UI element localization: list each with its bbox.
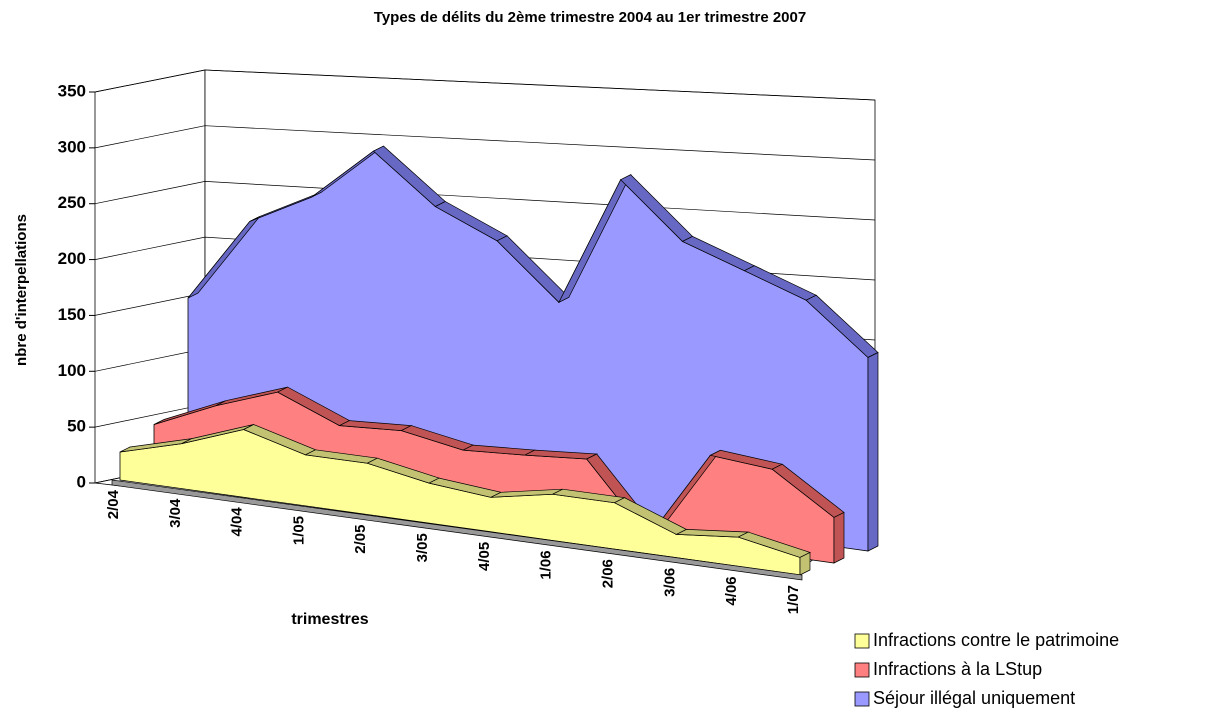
grid-line <box>94 69 876 101</box>
x-tick-label: 3/06 <box>661 568 678 597</box>
x-tick-label: 2/04 <box>105 489 122 519</box>
x-axis-title: trimestres <box>291 611 368 628</box>
x-tick-label: 1/05 <box>290 516 307 545</box>
legend-label: Infractions à la LStup <box>873 659 1042 679</box>
y-tick-label: 300 <box>58 137 86 156</box>
series <box>119 424 811 576</box>
x-tick-label: 3/05 <box>414 533 431 562</box>
x-tick-label: 2/05 <box>352 525 369 554</box>
y-tick-label: 100 <box>58 361 86 380</box>
area-side <box>867 351 879 552</box>
x-tick-label: 1/06 <box>538 550 555 579</box>
floor-edge <box>111 479 803 581</box>
y-tick-label: 50 <box>67 417 86 436</box>
y-tick-label: 0 <box>77 472 86 491</box>
y-tick-label: 200 <box>58 249 86 268</box>
legend-swatch <box>854 691 870 707</box>
x-tick-label: 2/06 <box>600 559 617 588</box>
y-tick-label: 150 <box>58 305 86 324</box>
grid-line <box>94 125 876 161</box>
legend-label: Infractions contre le patrimoine <box>873 630 1119 650</box>
legend-swatch <box>854 662 870 678</box>
x-tick-label: 4/06 <box>723 576 740 605</box>
chart-title: Types de délits du 2ème trimestre 2004 a… <box>374 9 806 26</box>
x-tick-label: 4/04 <box>229 507 246 537</box>
x-tick-label: 1/07 <box>785 585 802 614</box>
y-tick-label: 350 <box>58 81 86 100</box>
area-side <box>799 551 811 576</box>
y-tick-label: 250 <box>58 193 86 212</box>
legend-label: Séjour illégal uniquement <box>873 688 1075 708</box>
x-tick-label: 4/05 <box>476 542 493 571</box>
x-tick-label: 3/04 <box>167 498 184 528</box>
legend-swatch <box>854 633 870 649</box>
area-side <box>833 511 845 564</box>
y-axis-title: nbre d'interpellations <box>13 214 30 366</box>
